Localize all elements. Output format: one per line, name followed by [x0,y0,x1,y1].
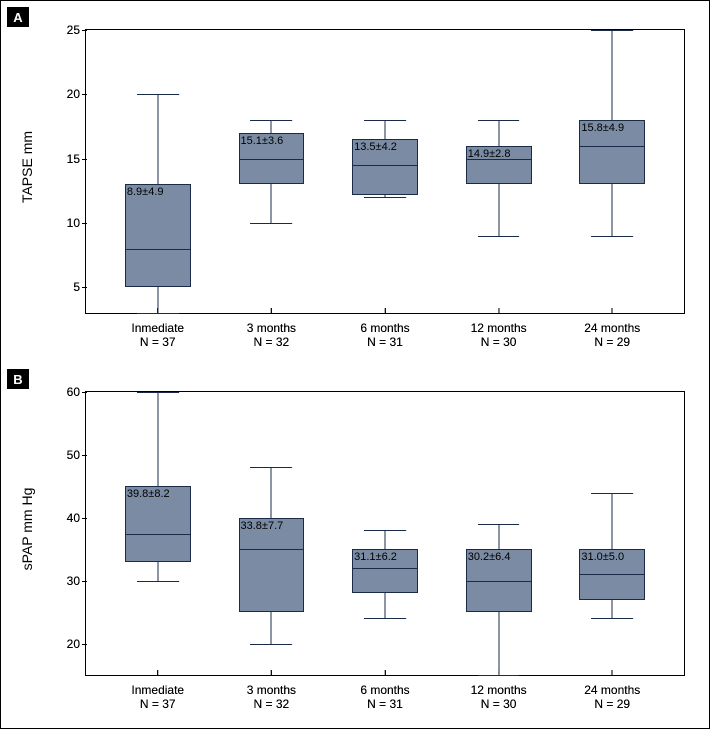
panel-a-plot-area: 510152025InmediateN = 373 monthsN = 326 … [85,29,685,314]
median-line [352,568,418,569]
x-tick-label: 12 monthsN = 30 [471,675,527,712]
x-tick-label-line2: N = 30 [471,697,527,711]
x-tick-label-line2: N = 29 [584,335,640,349]
box-annotation: 30.2±6.4 [468,551,511,563]
panel-a-label: A [7,7,29,27]
whisker-cap [478,524,520,525]
y-tick: 60 [56,385,86,399]
median-line [239,549,305,550]
x-tick-label-line1: 3 months [247,683,296,697]
x-tick-label-line1: 24 months [584,683,640,697]
x-tick-label: 6 monthsN = 31 [360,675,409,712]
box-rect [239,518,305,612]
x-tick-label: 3 monthsN = 32 [247,675,296,712]
box-annotation: 15.8±4.9 [581,122,624,134]
whisker-cap [250,467,292,468]
median-line [579,146,645,147]
median-line [352,165,418,166]
x-tick-label: 12 monthsN = 30 [471,313,527,350]
x-tick-label: InmediateN = 37 [131,313,184,350]
x-tick-label-line2: N = 32 [247,697,296,711]
x-tick-label: 3 monthsN = 32 [247,313,296,350]
whisker-cap [250,223,292,224]
x-tick-label-line1: 3 months [247,321,296,335]
x-tick-label: 6 monthsN = 31 [360,313,409,350]
y-tick: 10 [56,216,86,230]
y-tick: 30 [56,574,86,588]
median-line [579,574,645,575]
whisker-cap [250,644,292,645]
y-tick: 50 [56,448,86,462]
x-tick-label: 24 monthsN = 29 [584,313,640,350]
box-annotation: 31.0±5.0 [581,551,624,563]
y-tick: 20 [56,87,86,101]
whisker-cap [137,581,179,582]
x-tick-label-line1: 12 months [471,321,527,335]
x-tick-label-line1: Inmediate [131,683,184,697]
panel-b: B sPAP mm Hg 2030405060InmediateN = 373 … [7,369,703,724]
x-tick-label-line2: N = 29 [584,697,640,711]
whisker-cap [364,197,406,198]
whisker-cap [364,120,406,121]
whisker-cap [591,493,633,494]
whisker-cap [137,313,179,314]
y-tick: 20 [56,637,86,651]
median-line [239,159,305,160]
box-annotation: 13.5±4.2 [354,141,397,153]
box-annotation: 33.8±7.7 [241,520,284,532]
whisker-cap [591,30,633,31]
x-tick-label-line2: N = 31 [360,697,409,711]
panel-b-plot-area: 2030405060InmediateN = 373 monthsN = 326… [85,391,685,676]
whisker-cap [250,120,292,121]
y-tick: 15 [56,152,86,166]
box-rect [125,184,191,287]
whisker-cap [478,675,520,676]
x-tick-label-line1: 12 months [471,683,527,697]
x-tick-label-line1: 24 months [584,321,640,335]
panel-b-label: B [7,369,29,389]
x-tick-label-line2: N = 37 [131,697,184,711]
box-annotation: 31.1±6.2 [354,551,397,563]
x-tick-label-line2: N = 31 [360,335,409,349]
panel-a: A TAPSE mm 510152025InmediateN = 373 mon… [7,7,703,362]
figure-container: A TAPSE mm 510152025InmediateN = 373 mon… [0,0,710,729]
whisker-cap [137,94,179,95]
whisker-cap [591,236,633,237]
box-annotation: 39.8±8.2 [127,488,170,500]
panel-a-ylabel: TAPSE mm [19,131,35,203]
whisker-cap [478,120,520,121]
box-annotation: 15.1±3.6 [241,135,284,147]
x-tick-label: InmediateN = 37 [131,675,184,712]
x-tick-label: 24 monthsN = 29 [584,675,640,712]
median-line [125,534,191,535]
whisker-cap [591,618,633,619]
x-tick-label-line2: N = 30 [471,335,527,349]
x-tick-label-line1: Inmediate [131,321,184,335]
panel-b-ylabel: sPAP mm Hg [19,488,35,571]
whisker-cap [137,392,179,393]
y-tick: 40 [56,511,86,525]
median-line [466,581,532,582]
x-tick-label-line2: N = 37 [131,335,184,349]
whisker-cap [364,618,406,619]
whisker-cap [478,236,520,237]
x-tick-label-line1: 6 months [360,321,409,335]
x-tick-label-line2: N = 32 [247,335,296,349]
x-tick-label-line1: 6 months [360,683,409,697]
y-tick: 5 [56,280,86,294]
median-line [125,249,191,250]
y-tick: 25 [56,23,86,37]
box-annotation: 14.9±2.8 [468,148,511,160]
whisker-cap [364,530,406,531]
box-annotation: 8.9±4.9 [127,186,164,198]
